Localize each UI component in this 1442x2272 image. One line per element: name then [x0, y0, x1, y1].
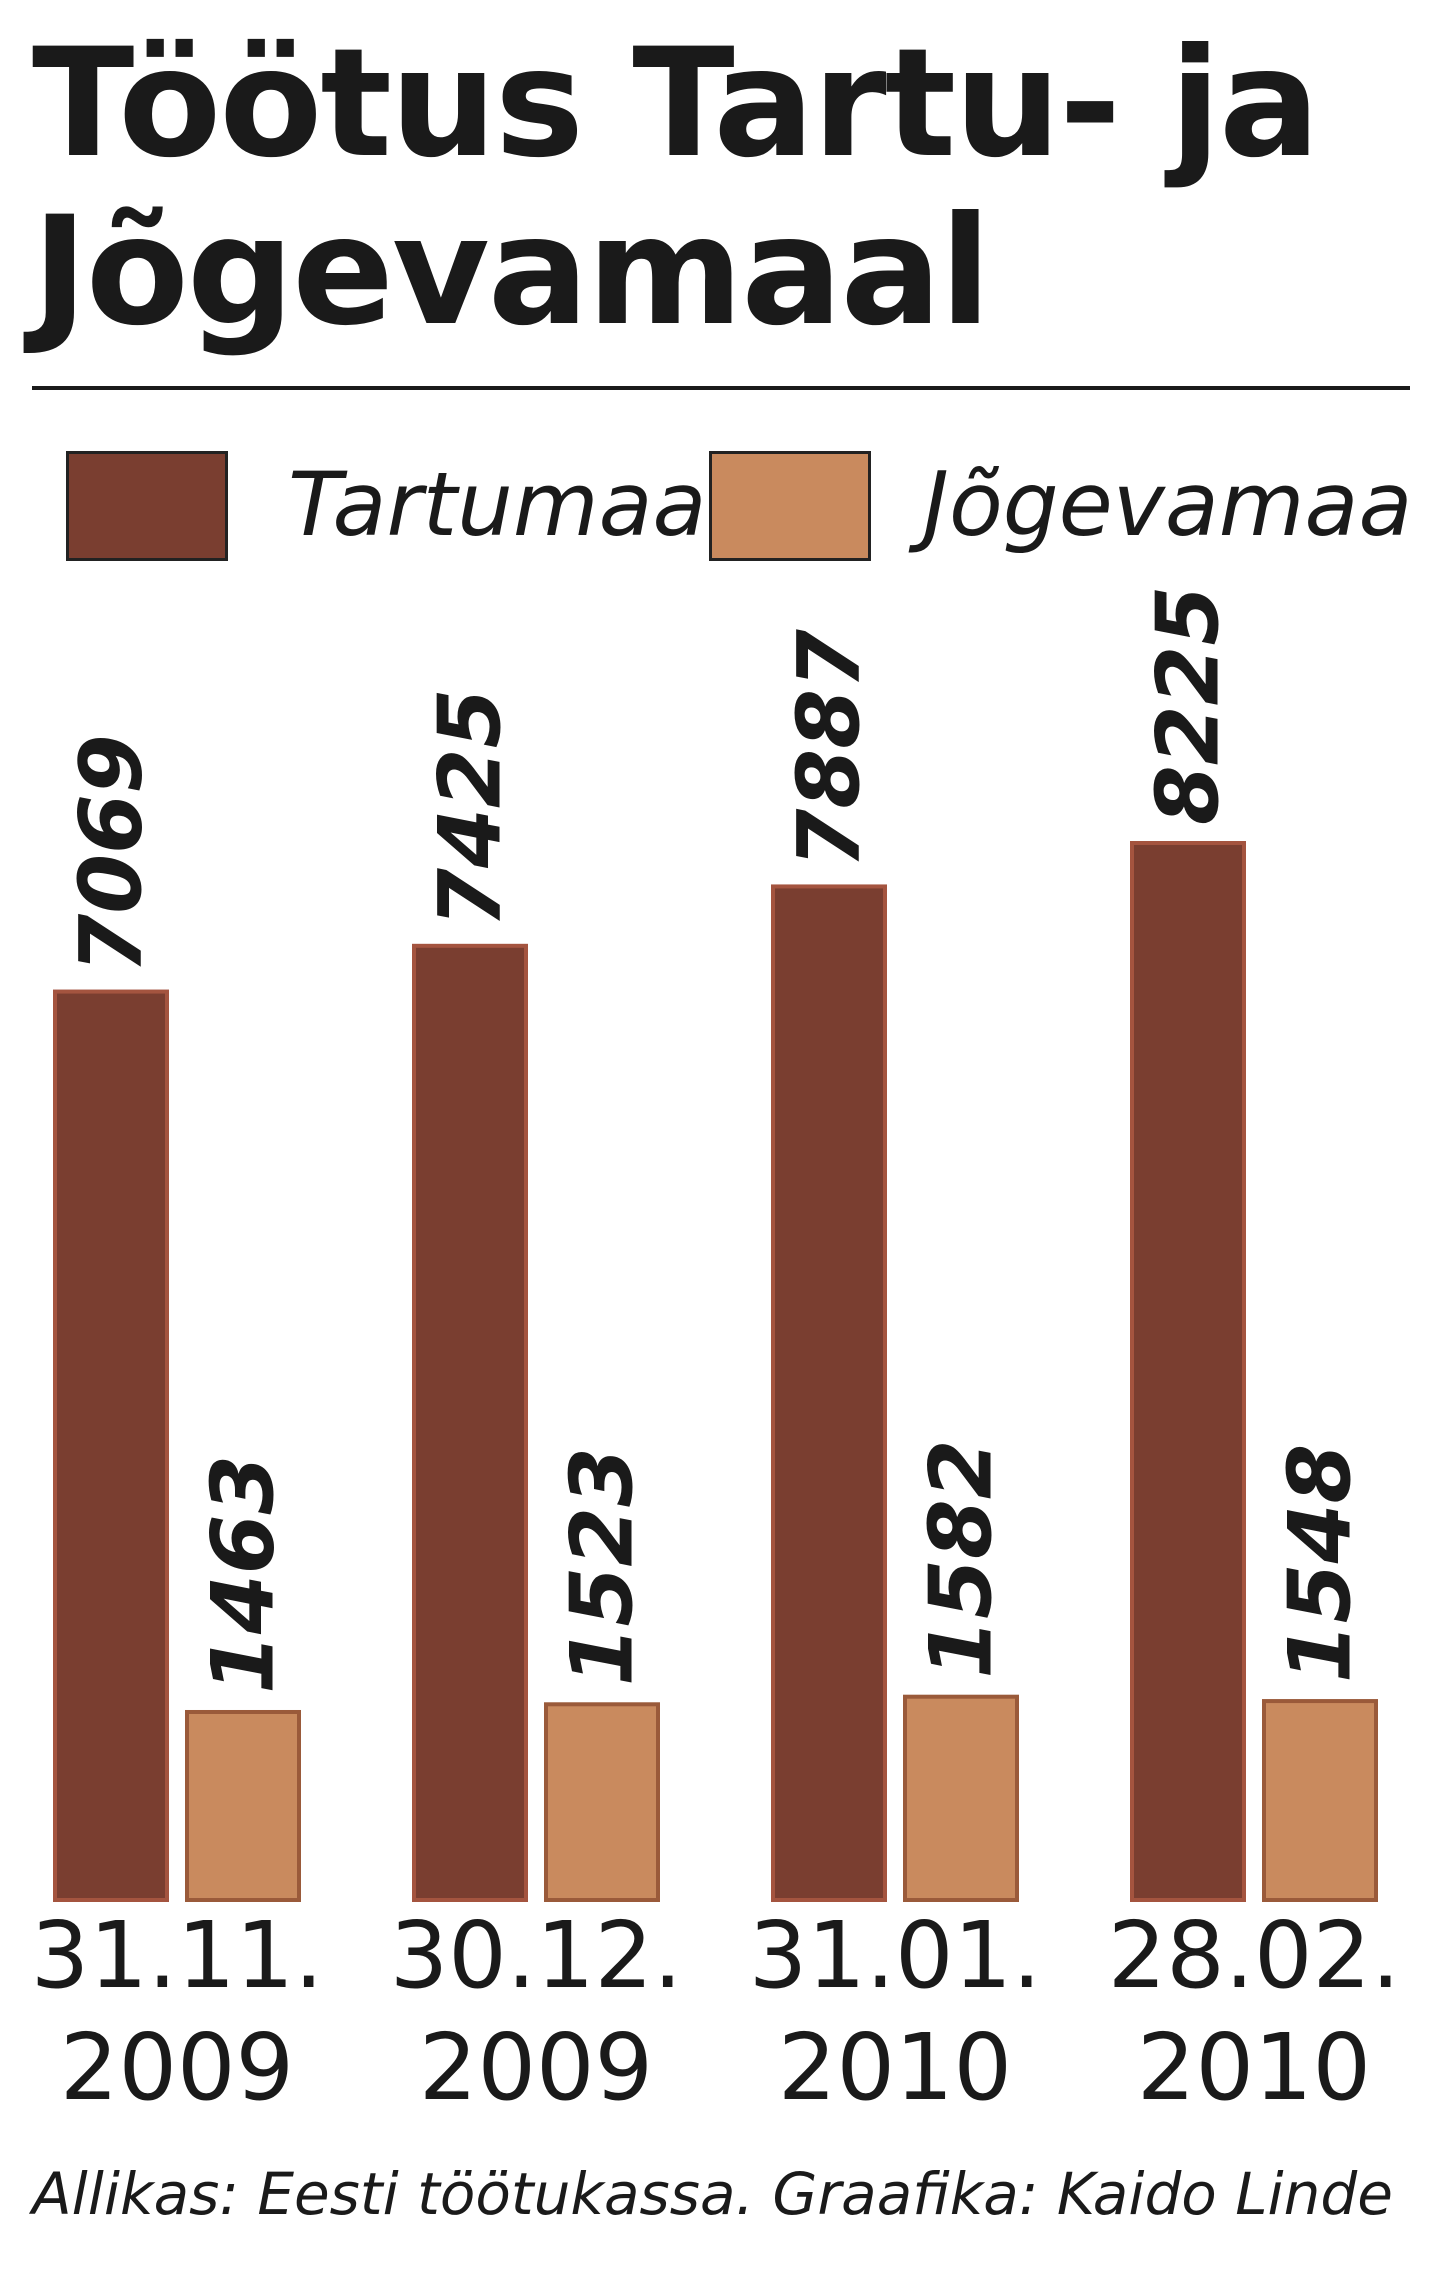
bar [53, 989, 169, 1902]
legend-label: Jõgevamaa [923, 453, 1413, 556]
legend-label: Tartumaa [288, 453, 707, 556]
bar [771, 884, 887, 1902]
x-tick-label: 30.12. 2009 [389, 1902, 683, 2121]
bar [1262, 1699, 1378, 1903]
title-rule [32, 386, 1410, 390]
value-label: 1463 [193, 1455, 293, 1694]
x-tick-label: 28.02. 2010 [1107, 1902, 1401, 2121]
value-label: 1523 [552, 1447, 652, 1686]
bar [412, 943, 528, 1902]
value-label: 1548 [1270, 1444, 1370, 1683]
source-note: Allikas: Eesti töötukassa. Graafika: Kai… [32, 2160, 1393, 2228]
bar [903, 1694, 1019, 1902]
bar [185, 1709, 301, 1902]
x-tick-label: 31.11. 2009 [30, 1902, 324, 2121]
value-label: 7425 [420, 688, 520, 927]
legend-swatch [709, 451, 871, 561]
value-label: 7069 [61, 734, 161, 973]
value-label: 1582 [911, 1439, 1011, 1678]
bar [1130, 841, 1246, 1902]
chart-title: Töötus Tartu- ja Jõgevamaal [32, 17, 1320, 359]
value-label: 7887 [779, 629, 879, 869]
bar [544, 1702, 660, 1903]
legend-swatch [66, 451, 228, 561]
value-label: 8225 [1138, 586, 1238, 825]
x-tick-label: 31.01. 2010 [748, 1902, 1042, 2121]
